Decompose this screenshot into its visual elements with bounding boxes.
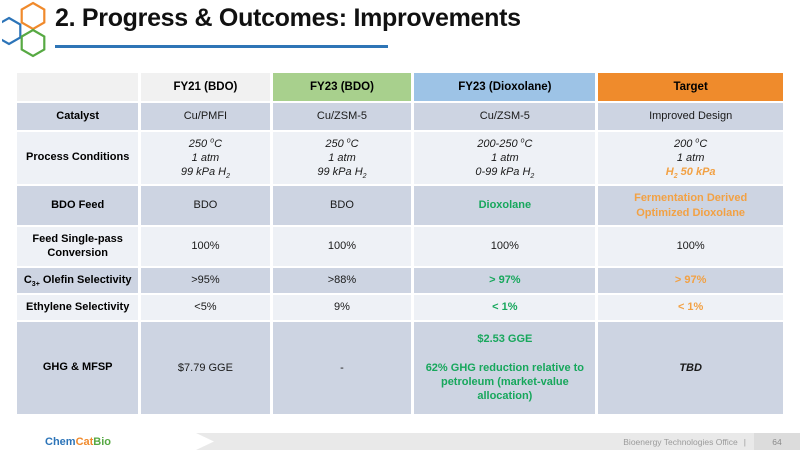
table-header-row: FY21 (BDO) FY23 (BDO) FY23 (Dioxolane) Targ… xyxy=(17,73,783,101)
cell-c3-olefin-selectivity-fy23-dioxolane: > 97% xyxy=(414,268,596,293)
cell-ghg-mfsp-fy21-bdo: $7.79 GGE xyxy=(141,322,270,414)
footer-bar: ChemCatBio Bioenergy Technologies Office… xyxy=(0,433,800,450)
cell-process-conditions-target: 200 oC 1 atm H2 50 kPa xyxy=(598,132,783,184)
cell-catalyst-fy23-dioxolane: Cu/ZSM-5 xyxy=(414,103,596,130)
cell-bdo-feed-fy21-bdo: BDO xyxy=(141,186,270,225)
cell-c3-olefin-selectivity-target: > 97% xyxy=(598,268,783,293)
row-label-feed-single-pass-conversion: Feed Single-pass Conversion xyxy=(17,227,139,266)
cell-bdo-feed-fy23-dioxolane: Dioxolane xyxy=(414,186,596,225)
column-header-fy23-dioxolane: FY23 (Dioxolane) xyxy=(414,73,596,101)
cell-feed-single-pass-conversion-fy23-bdo: 100% xyxy=(272,227,412,266)
table-row-feed-single-pass-conversion: Feed Single-pass Conversion 100% 100% 100% 1… xyxy=(17,227,783,266)
table-row-process-conditions: Process Conditions 250 oC 1 atm 99 kPa H2 25… xyxy=(17,132,783,184)
cell-process-conditions-fy21-bdo: 250 oC 1 atm 99 kPa H2 xyxy=(141,132,270,184)
cell-bdo-feed-fy23-bdo: BDO xyxy=(272,186,412,225)
cell-bdo-feed-target: Fermentation Derived Optimized Dioxolane xyxy=(598,186,783,225)
table-row-ghg-mfsp: GHG & MFSP $7.79 GGE - $2.53 GGE 62% GHG red… xyxy=(17,322,783,414)
cell-ghg-mfsp-target: TBD xyxy=(598,322,783,414)
chemcatbio-pennant: ChemCatBio xyxy=(0,433,214,450)
table-body: Catalyst Cu/PMFI Cu/ZSM-5 Cu/ZSM-5 Improved … xyxy=(17,103,783,414)
column-header-row-label xyxy=(17,73,139,101)
row-label-bdo-feed: BDO Feed xyxy=(17,186,139,225)
cell-ethylene-selectivity-fy23-bdo: 9% xyxy=(272,295,412,320)
row-label-ghg-mfsp: GHG & MFSP xyxy=(17,322,139,414)
column-header-fy23-bdo: FY23 (BDO) xyxy=(272,73,412,101)
row-label-ethylene-selectivity: Ethylene Selectivity xyxy=(17,295,139,320)
brand-segment-bio: Bio xyxy=(93,435,112,448)
brand-segment-chem: Chem xyxy=(45,435,76,448)
table-row-bdo-feed: BDO Feed BDO BDO Dioxolane Fermentation Deri… xyxy=(17,186,783,225)
row-label-catalyst: Catalyst xyxy=(17,103,139,130)
cell-c3-olefin-selectivity-fy21-bdo: >95% xyxy=(141,268,270,293)
page-number: 64 xyxy=(754,433,800,450)
blue-hexagon-icon xyxy=(2,16,22,46)
cell-catalyst-fy23-bdo: Cu/ZSM-5 xyxy=(272,103,412,130)
cell-ethylene-selectivity-target: < 1% xyxy=(598,295,783,320)
orange-hexagon-icon xyxy=(20,1,46,31)
page-title: 2. Progress & Outcomes: Improvements xyxy=(55,4,521,32)
results-table: FY21 (BDO) FY23 (BDO) FY23 (Dioxolane) Targ… xyxy=(14,71,786,416)
table-row-catalyst: Catalyst Cu/PMFI Cu/ZSM-5 Cu/ZSM-5 Improved … xyxy=(17,103,783,130)
footer-separator: | xyxy=(743,436,746,447)
table-row-c3-olefin-selectivity: C3+ Olefin Selectivity >95% >88% > 97% > 97% xyxy=(17,268,783,293)
green-hexagon-icon xyxy=(20,28,46,58)
cell-ethylene-selectivity-fy23-dioxolane: < 1% xyxy=(414,295,596,320)
cell-catalyst-target: Improved Design xyxy=(598,103,783,130)
cell-process-conditions-fy23-bdo: 250 oC 1 atm 99 kPa H2 xyxy=(272,132,412,184)
cell-process-conditions-fy23-dioxolane: 200-250 oC 1 atm 0-99 kPa H2 xyxy=(414,132,596,184)
chemcatbio-hexagon-logo-icon xyxy=(2,1,46,58)
table-row-ethylene-selectivity: Ethylene Selectivity <5% 9% < 1% < 1% xyxy=(17,295,783,320)
cell-feed-single-pass-conversion-fy21-bdo: 100% xyxy=(141,227,270,266)
footer-right: Bioenergy Technologies Office | 64 xyxy=(623,433,800,450)
chemcatbio-wordmark: ChemCatBio xyxy=(0,436,111,448)
cell-ethylene-selectivity-fy21-bdo: <5% xyxy=(141,295,270,320)
footer-office-text: Bioenergy Technologies Office xyxy=(623,436,738,447)
column-header-target: Target xyxy=(598,73,783,101)
column-header-fy21-bdo: FY21 (BDO) xyxy=(141,73,270,101)
cell-catalyst-fy21-bdo: Cu/PMFI xyxy=(141,103,270,130)
cell-feed-single-pass-conversion-fy23-dioxolane: 100% xyxy=(414,227,596,266)
title-underline xyxy=(55,45,388,48)
cell-c3-olefin-selectivity-fy23-bdo: >88% xyxy=(272,268,412,293)
brand-segment-cat: Cat xyxy=(75,435,94,448)
cell-ghg-mfsp-fy23-bdo: - xyxy=(272,322,412,414)
row-label-process-conditions: Process Conditions xyxy=(17,132,139,184)
row-label-c3-olefin-selectivity: C3+ Olefin Selectivity xyxy=(17,268,139,293)
cell-feed-single-pass-conversion-target: 100% xyxy=(598,227,783,266)
cell-ghg-mfsp-fy23-dioxolane: $2.53 GGE 62% GHG reduction relative to p… xyxy=(414,322,596,414)
